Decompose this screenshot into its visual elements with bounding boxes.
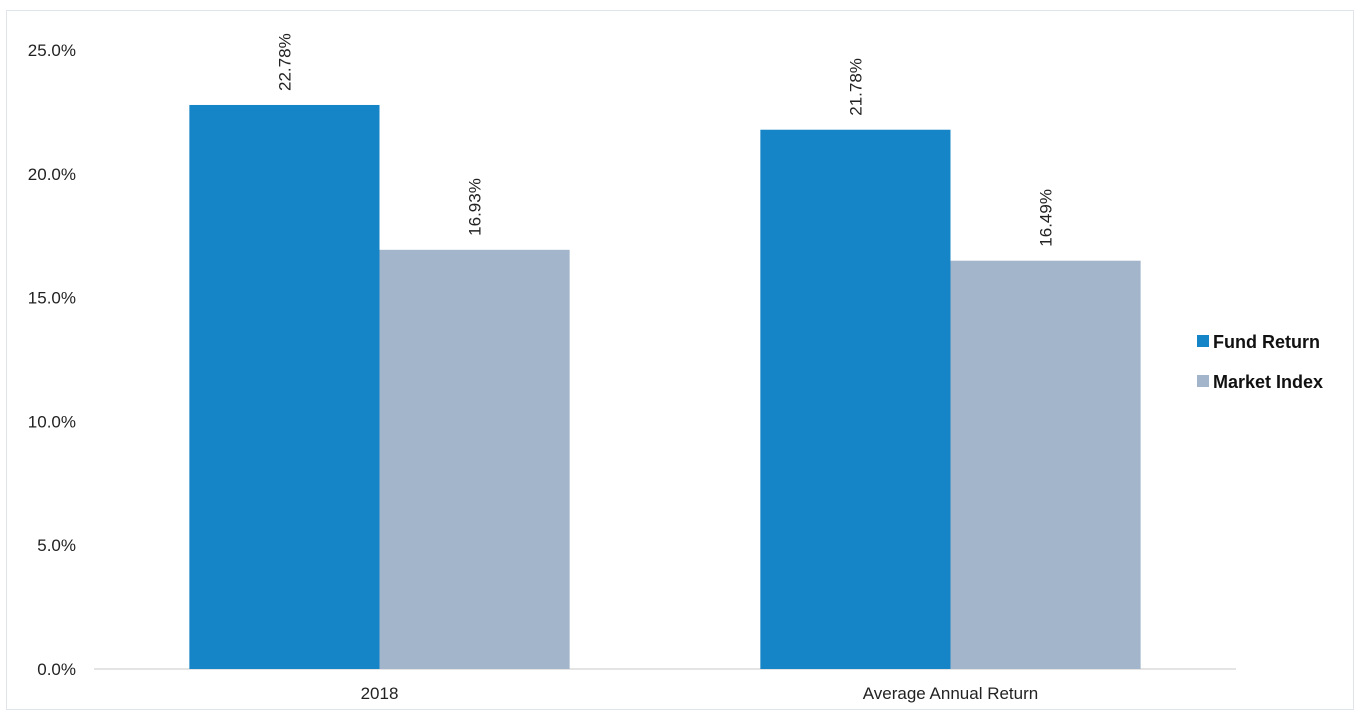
legend-swatch — [1197, 335, 1209, 347]
data-label: 16.93% — [466, 178, 485, 236]
data-label: 22.78% — [275, 33, 294, 91]
bars — [189, 104, 1141, 670]
legend-swatch — [1197, 375, 1209, 387]
chart-frame — [6, 10, 1354, 710]
y-tick-label: 15.0% — [28, 289, 76, 308]
x-tick-label: 2018 — [361, 684, 399, 703]
data-label: 16.49% — [1037, 189, 1056, 247]
bar-fund-return-0 — [189, 104, 380, 669]
bar-market-index-1 — [950, 260, 1141, 669]
data-labels: 22.78% 16.93% 21.78% 16.49% — [275, 33, 1055, 246]
y-tick-label: 25.0% — [28, 41, 76, 60]
bar-market-index-0 — [379, 249, 570, 669]
bar-fund-return-1 — [760, 129, 951, 670]
legend-entry: Market Index — [1213, 372, 1323, 392]
x-tick-label: Average Annual Return — [863, 684, 1038, 703]
data-label: 21.78% — [846, 58, 865, 116]
y-tick-label: 0.0% — [37, 660, 76, 679]
y-tick-label: 5.0% — [37, 536, 76, 555]
legend: Fund Return Market Index — [1197, 332, 1323, 392]
y-tick-label: 20.0% — [28, 165, 76, 184]
y-tick-label: 10.0% — [28, 412, 76, 431]
legend-entry: Fund Return — [1213, 332, 1320, 352]
